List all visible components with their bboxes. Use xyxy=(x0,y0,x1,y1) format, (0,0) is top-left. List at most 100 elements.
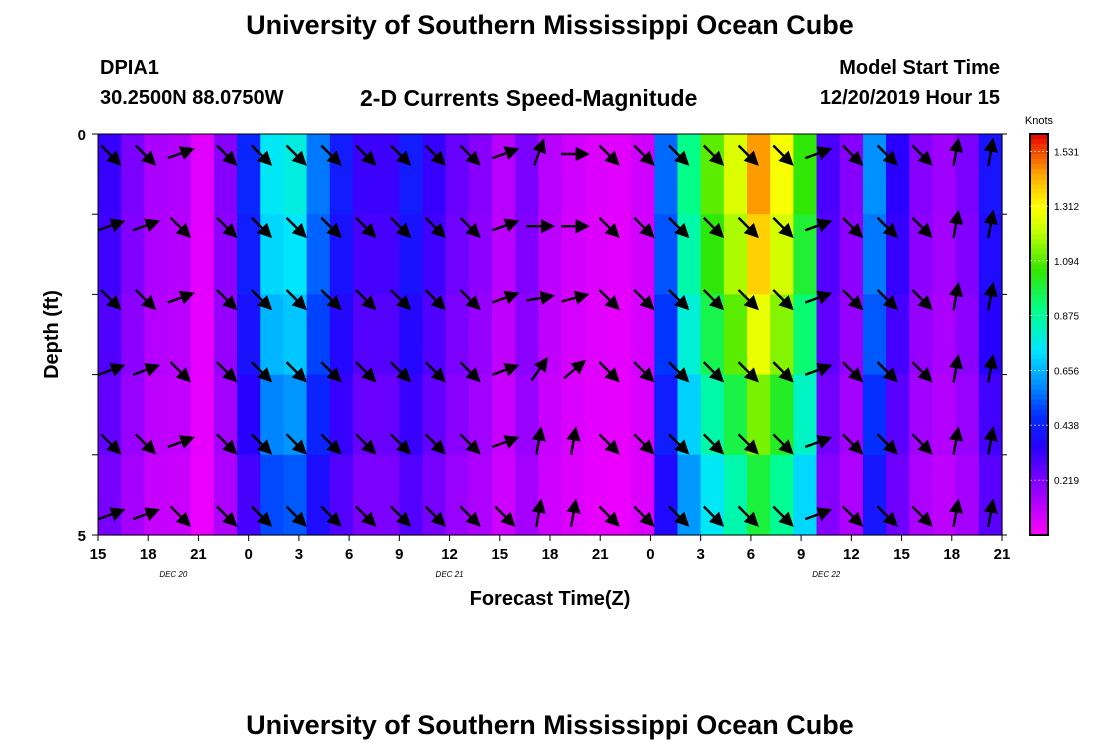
colorbar-segment xyxy=(1030,429,1048,436)
heatmap-cell xyxy=(862,134,887,215)
current-arrow xyxy=(633,289,655,311)
colorbar-tick-label: 0.656 xyxy=(1054,367,1079,378)
heatmap-cell xyxy=(492,134,516,215)
current-arrow xyxy=(167,435,195,449)
heatmap-cell xyxy=(862,454,887,536)
current-arrow xyxy=(285,216,307,239)
current-arrow xyxy=(389,216,412,239)
heatmap-cell xyxy=(793,134,818,215)
current-arrow xyxy=(355,433,377,455)
heatmap-cell xyxy=(515,134,540,215)
x-tick-label: 15 xyxy=(893,546,910,563)
current-arrow xyxy=(841,361,864,383)
colorbar-segment xyxy=(1030,499,1048,506)
heatmap-cell xyxy=(260,374,285,456)
current-arrow xyxy=(841,216,864,239)
heatmap-cell xyxy=(121,294,145,376)
colorbar-segment xyxy=(1030,194,1048,200)
heatmap-cell xyxy=(422,294,447,376)
current-arrow xyxy=(561,290,590,305)
heatmap-cell xyxy=(306,454,331,536)
colorbar-segment xyxy=(1030,254,1048,260)
heatmap-cell xyxy=(329,454,354,536)
heatmap-cell xyxy=(793,374,818,456)
colorbar-segment xyxy=(1030,174,1048,180)
heatmap-cell xyxy=(376,294,400,376)
current-arrow xyxy=(167,146,195,160)
current-arrow xyxy=(737,289,759,311)
x-tick-label: 3 xyxy=(696,546,704,563)
current-arrow xyxy=(983,209,998,239)
heatmap-cell xyxy=(700,374,725,456)
current-arrow xyxy=(702,433,725,455)
heatmap-cell xyxy=(144,374,169,456)
colorbar-segment xyxy=(1030,204,1048,210)
colorbar-segment xyxy=(1030,439,1048,446)
current-arrow xyxy=(804,363,833,377)
heatmap-cell xyxy=(677,134,702,215)
x-tick-label: 3 xyxy=(295,546,303,563)
heatmap-cell xyxy=(515,454,540,536)
current-arrow xyxy=(702,289,725,311)
colorbar-segment xyxy=(1030,309,1048,316)
x-tick-label: 0 xyxy=(646,546,654,563)
current-arrow xyxy=(841,433,864,455)
footer-title: University of Southern Mississippi Ocean… xyxy=(246,710,854,740)
heatmap-cell xyxy=(978,454,1003,536)
heatmap-cell xyxy=(190,454,215,536)
heatmap-cell xyxy=(909,294,934,376)
heatmap-cell xyxy=(329,294,354,376)
current-arrow xyxy=(876,216,898,239)
colorbar-segment xyxy=(1030,349,1048,356)
heatmap-cell xyxy=(955,134,980,215)
heatmap-cell xyxy=(213,374,238,456)
heatmap-cell xyxy=(213,454,238,536)
heatmap-cell xyxy=(816,374,841,456)
current-arrow xyxy=(100,289,122,311)
heatmap-cell xyxy=(121,134,145,215)
colorbar-segment xyxy=(1030,214,1048,220)
heatmap-cell xyxy=(747,134,771,215)
current-arrow xyxy=(491,146,520,160)
current-arrow xyxy=(216,361,238,383)
x-tick-label: 6 xyxy=(345,546,353,563)
heatmap-cell xyxy=(607,374,632,456)
colorbar-segment xyxy=(1030,404,1048,411)
heatmap-cell xyxy=(376,134,400,215)
y-axis-label: Depth (ft) xyxy=(41,290,63,379)
x-tick-label: 15 xyxy=(90,546,107,563)
current-arrow xyxy=(668,144,690,166)
heatmap-cell xyxy=(190,134,215,215)
current-arrow xyxy=(169,361,192,383)
x-tick-label: 21 xyxy=(592,546,609,563)
colorbar-segment xyxy=(1030,459,1048,466)
current-arrow xyxy=(355,505,377,527)
current-arrow xyxy=(983,281,998,311)
current-arrow xyxy=(983,426,998,455)
heatmap-cell xyxy=(816,294,841,376)
heatmap-cell xyxy=(468,454,493,536)
colorbar-segment xyxy=(1030,244,1048,250)
colorbar-segment xyxy=(1030,364,1048,371)
current-arrow xyxy=(100,144,122,166)
colorbar-segment xyxy=(1030,409,1048,416)
heatmap-cell xyxy=(121,454,145,536)
colorbar-segment xyxy=(1030,149,1048,155)
heatmap-cell xyxy=(747,374,771,456)
current-arrow xyxy=(702,144,725,166)
current-arrow xyxy=(250,433,273,455)
heatmap-cell xyxy=(723,134,748,215)
heatmap-cell xyxy=(515,214,540,295)
colorbar-segment xyxy=(1030,479,1048,486)
current-arrow xyxy=(598,505,620,527)
colorbar-segment xyxy=(1030,384,1048,391)
colorbar-segment xyxy=(1030,454,1048,461)
heatmap-cell xyxy=(723,294,748,376)
heatmap-cell xyxy=(607,134,632,215)
current-arrow xyxy=(948,281,964,311)
heatmap-cell xyxy=(237,214,261,295)
heatmap-cell xyxy=(631,294,655,376)
heatmap-cell xyxy=(770,374,794,456)
current-arrow xyxy=(97,218,126,233)
current-arrow xyxy=(983,354,998,383)
